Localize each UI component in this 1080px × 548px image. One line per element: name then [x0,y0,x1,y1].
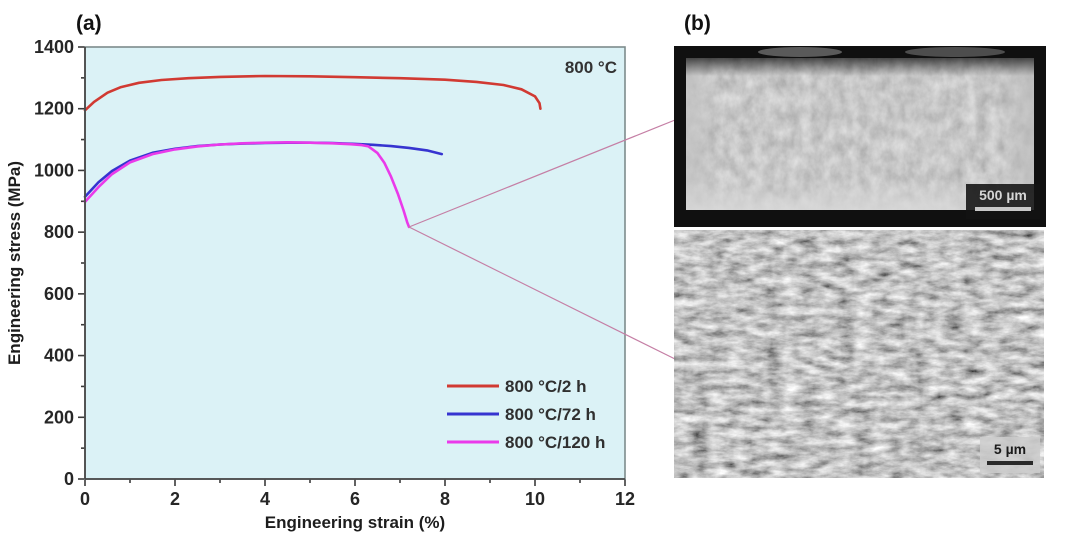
scale-bar-5um: 5 µm [980,437,1040,473]
x-tick-label: 4 [260,489,270,509]
temperature-annotation: 800 °C [565,58,617,77]
scale-bar-label: 5 µm [994,441,1026,457]
scale-bar-label: 500 µm [979,187,1027,203]
y-tick-label: 1200 [34,99,74,119]
y-tick-label: 600 [44,284,74,304]
sem-image-fracture-detail: 5 µm [674,230,1044,478]
sem-top-shadow [686,58,1034,76]
y-tick-label: 1400 [34,37,74,57]
sem-top-debris [758,47,842,57]
y-tick-label: 1000 [34,160,74,180]
x-tick-label: 6 [350,489,360,509]
sem-image-fracture-overview: 500 µm [674,46,1046,227]
legend-label-2: 800 °C/120 h [505,433,605,452]
legend-label-1: 800 °C/72 h [505,405,596,424]
connector-line-to-top-image [408,119,676,228]
scale-bar-box [980,437,1040,473]
y-tick-label: 400 [44,346,74,366]
plot-background [85,47,625,479]
x-tick-label: 12 [615,489,635,509]
sem-bottom-texture [674,230,1044,478]
curve-series-2 [83,141,411,229]
y-tick-label: 200 [44,407,74,427]
scale-bar-500um: 500 µm [966,184,1040,219]
chart-curves [83,74,542,229]
x-tick-label: 2 [170,489,180,509]
x-axis-title: Engineering strain (%) [265,513,445,532]
curve-series-0 [83,74,542,112]
panel-b-label: (b) [684,12,711,35]
x-tick-label: 8 [440,489,450,509]
scale-bar-rule [987,461,1033,465]
x-tick-label: 10 [525,489,545,509]
chart-legend: 800 °C/2 h 800 °C/72 h 800 °C/120 h [447,377,605,452]
y-tick-label: 0 [64,469,74,489]
axis-ticks: 0 2 4 6 8 10 12 0 200 400 600 800 1000 1200 1400 [34,37,635,509]
y-axis-title: Engineering stress (MPa) [5,161,24,365]
sem-top-debris [905,47,1005,57]
callout-connector-lines [408,119,676,360]
y-tick-label: 800 [44,222,74,242]
legend-label-0: 800 °C/2 h [505,377,586,396]
connector-line-to-bottom-image [408,226,676,360]
scale-bar-box [966,184,1040,219]
panel-a-label: (a) [76,12,102,35]
x-tick-label: 0 [80,489,90,509]
scale-bar-rule [975,207,1031,211]
stress-strain-chart: 0 2 4 6 8 10 12 0 200 400 600 800 1000 1200 1400 (a) 8… [5,12,635,532]
